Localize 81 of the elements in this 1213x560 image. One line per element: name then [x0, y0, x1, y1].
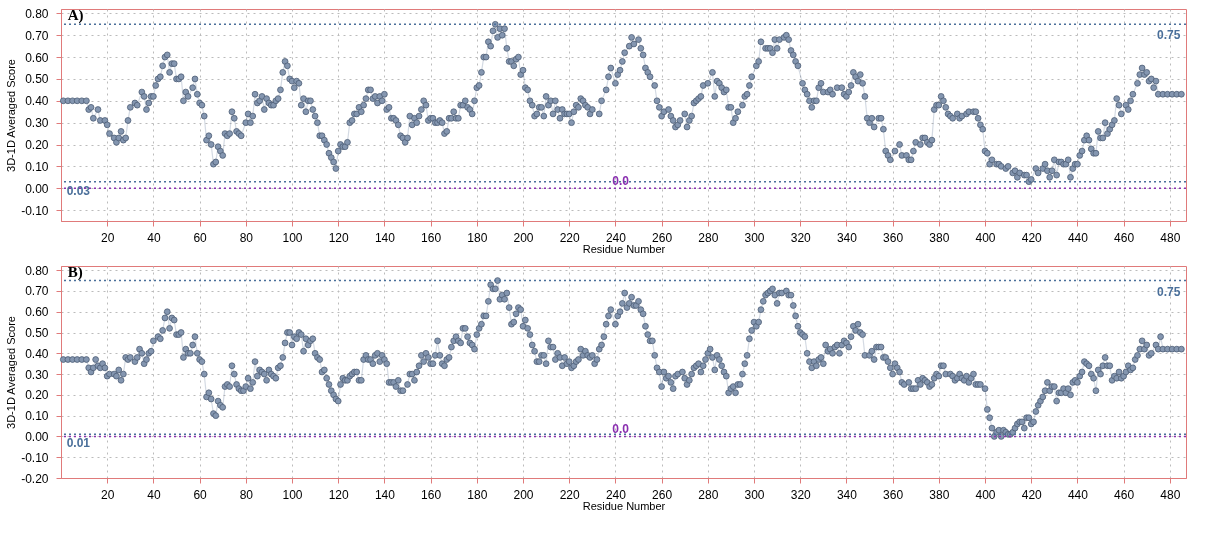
y-tick-label: 0.30: [25, 116, 49, 131]
y-tick-label: -0.10: [21, 450, 49, 465]
x-tick-label: 240: [605, 487, 627, 502]
x-tick-label: 120: [328, 230, 350, 245]
y-tick-label: 0.50: [25, 72, 49, 87]
ref-line-label: 0.0: [612, 174, 630, 189]
x-tick-label: 140: [374, 487, 396, 502]
x-tick-label: 380: [929, 487, 950, 502]
x-tick-label: 40: [147, 487, 161, 502]
x-tick-label: 300: [744, 230, 765, 245]
x-axis-title: Residue Number: [582, 499, 666, 512]
y-tick-label: 0.50: [25, 326, 49, 341]
ref-line-label: 0.03: [66, 183, 91, 198]
y-tick-label: 0.00: [25, 429, 49, 444]
x-tick-label: 360: [883, 487, 904, 502]
chart-title: A): [67, 7, 84, 25]
x-tick-label: 240: [605, 230, 627, 245]
x-tick-label: 20: [101, 487, 115, 502]
x-tick-label: 460: [1114, 230, 1135, 245]
x-tick-label: 480: [1160, 230, 1181, 245]
x-tick-label: 360: [883, 230, 904, 245]
y-tick-label: 0.80: [25, 6, 49, 21]
x-tick-label: 160: [421, 230, 442, 245]
x-tick-label: 280: [698, 487, 719, 502]
x-tick-label: 80: [239, 487, 254, 502]
x-tick-label: 80: [239, 230, 254, 245]
x-tick-label: 440: [1067, 230, 1089, 245]
x-tick-label: 120: [328, 487, 350, 502]
x-tick-label: 260: [652, 487, 673, 502]
x-tick-label: 60: [193, 487, 208, 502]
y-tick-label: 0.40: [25, 94, 49, 109]
x-tick-label: 460: [1114, 487, 1135, 502]
x-tick-label: 40: [147, 230, 161, 245]
x-tick-label: 200: [513, 230, 534, 245]
x-tick-label: 300: [744, 487, 765, 502]
x-tick-label: 440: [1067, 487, 1089, 502]
y-axis-title: 3D-1D Averaged Score: [5, 59, 18, 172]
x-tick-label: 400: [975, 487, 996, 502]
x-tick-label: 320: [790, 230, 812, 245]
y-axis-title: 3D-1D Averaged Score: [5, 316, 18, 429]
x-tick-label: 180: [467, 230, 488, 245]
x-tick-label: 100: [282, 230, 303, 245]
x-tick-label: 60: [193, 230, 208, 245]
x-tick-label: 140: [374, 230, 396, 245]
y-tick-label: 0.70: [25, 284, 49, 299]
x-axis-title: Residue Number: [582, 242, 666, 255]
y-tick-label: 0.60: [25, 50, 49, 65]
x-tick-label: 220: [559, 230, 581, 245]
ref-line-label: 0.01: [66, 436, 91, 451]
x-tick-label: 160: [421, 487, 442, 502]
ref-line-label: 0.0: [612, 422, 630, 437]
x-tick-label: 420: [1021, 230, 1043, 245]
x-tick-label: 480: [1160, 487, 1181, 502]
x-tick-label: 20: [101, 230, 115, 245]
x-tick-label: 340: [836, 230, 858, 245]
x-tick-label: 260: [652, 230, 673, 245]
x-tick-label: 100: [282, 487, 303, 502]
y-tick-label: 0.70: [25, 28, 49, 43]
ref-line-label: 0.75: [1157, 28, 1181, 43]
x-tick-label: 420: [1021, 487, 1043, 502]
x-tick-label: 200: [513, 487, 534, 502]
y-tick-label: 0.10: [25, 159, 49, 174]
y-tick-label: -0.20: [21, 471, 49, 486]
y-tick-label: 0.20: [25, 388, 49, 403]
x-tick-label: 180: [467, 487, 488, 502]
x-tick-label: 400: [975, 230, 996, 245]
x-tick-label: 220: [559, 487, 581, 502]
y-tick-label: 0.20: [25, 138, 49, 153]
x-tick-label: 320: [790, 487, 812, 502]
chart-title: B): [67, 264, 83, 282]
y-tick-label: 0.80: [25, 263, 49, 278]
x-tick-label: 380: [929, 230, 950, 245]
y-tick-label: 0.40: [25, 346, 49, 361]
y-tick-label: 0.10: [25, 409, 49, 424]
y-tick-label: 0.00: [25, 181, 49, 196]
ref-line-label: 0.75: [1157, 284, 1181, 299]
y-tick-label: 0.30: [25, 367, 49, 382]
y-tick-label: 0.60: [25, 305, 49, 320]
x-tick-label: 340: [836, 487, 858, 502]
x-tick-label: 280: [698, 230, 719, 245]
y-tick-label: -0.10: [21, 203, 49, 218]
